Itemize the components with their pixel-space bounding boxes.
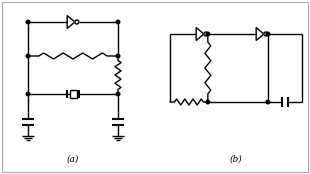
Circle shape: [26, 92, 30, 96]
Circle shape: [206, 32, 210, 36]
Text: (b): (b): [230, 155, 242, 164]
Polygon shape: [196, 27, 204, 41]
Circle shape: [116, 92, 120, 96]
Circle shape: [116, 54, 120, 58]
Circle shape: [26, 20, 30, 24]
Bar: [69, 90, 77, 98]
Circle shape: [266, 32, 270, 36]
Circle shape: [266, 100, 270, 104]
Circle shape: [206, 100, 210, 104]
Circle shape: [75, 20, 79, 24]
Text: (a): (a): [67, 155, 79, 164]
Circle shape: [204, 32, 208, 36]
Polygon shape: [67, 15, 75, 29]
Polygon shape: [256, 27, 264, 41]
Circle shape: [116, 20, 120, 24]
Circle shape: [26, 54, 30, 58]
Circle shape: [264, 32, 268, 36]
